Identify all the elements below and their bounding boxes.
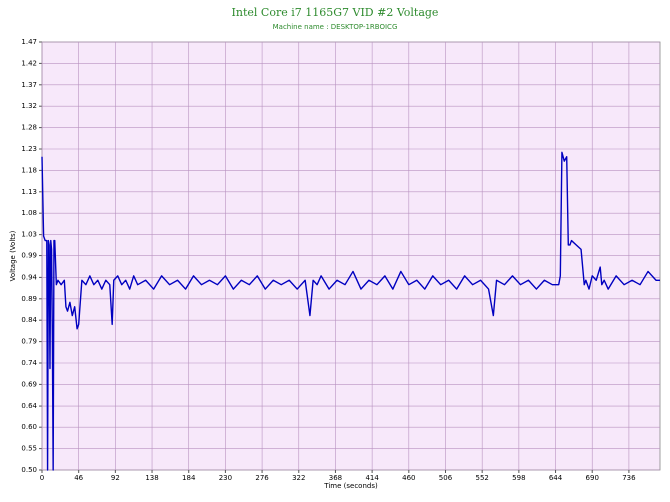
- y-tick-label: 1.08: [21, 209, 37, 217]
- x-tick-label: 506: [439, 474, 453, 482]
- x-tick-label: 322: [292, 474, 305, 482]
- x-tick-label: 644: [549, 474, 563, 482]
- x-axis-label: Time (seconds): [323, 482, 378, 490]
- x-tick-label: 736: [622, 474, 636, 482]
- y-axis-label: Voltage (Volts): [9, 230, 17, 281]
- y-tick-label: 0.99: [21, 252, 37, 260]
- x-tick-label: 0: [40, 474, 44, 482]
- y-tick-label: 0.69: [21, 380, 37, 388]
- y-tick-label: 1.42: [21, 59, 37, 67]
- data-line: [41, 151, 660, 471]
- y-tick-label: 0.64: [21, 402, 37, 410]
- y-tick-label: 1.18: [21, 166, 37, 174]
- y-tick-label: 0.89: [21, 295, 37, 303]
- x-tick-label: 184: [182, 474, 196, 482]
- x-tick-label: 230: [219, 474, 232, 482]
- y-tick-label: 1.03: [21, 231, 37, 239]
- y-tick-label: 0.60: [21, 423, 37, 431]
- x-tick-label: 92: [111, 474, 120, 482]
- y-tick-label: 1.32: [21, 102, 37, 110]
- x-tick-label: 552: [475, 474, 488, 482]
- y-tick-label: 0.84: [21, 316, 37, 324]
- y-tick-label: 0.79: [21, 338, 37, 346]
- plot-area: [41, 41, 661, 471]
- chart-subtitle: Machine name : DESKTOP-1RBOICG: [273, 23, 398, 31]
- chart-title: Intel Core i7 1165G7 VID #2 Voltage: [232, 6, 439, 19]
- x-tick-label: 368: [329, 474, 342, 482]
- x-tick-label: 138: [145, 474, 158, 482]
- x-tick-label: 460: [402, 474, 415, 482]
- y-tick-label: 0.94: [21, 273, 37, 281]
- y-tick-label: 1.47: [21, 38, 37, 46]
- x-tick-label: 690: [586, 474, 599, 482]
- x-tick-label: 46: [74, 474, 83, 482]
- y-tick-label: 1.28: [21, 124, 37, 132]
- y-tick-label: 0.55: [21, 445, 37, 453]
- y-tick-label: 0.50: [21, 466, 37, 474]
- y-tick-label: 1.37: [21, 81, 37, 89]
- y-tick-label: 1.23: [21, 145, 37, 153]
- y-tick-label: 1.13: [21, 188, 37, 196]
- x-tick-label: 276: [255, 474, 269, 482]
- x-tick-label: 598: [512, 474, 525, 482]
- x-tick-label: 414: [365, 474, 379, 482]
- y-tick-label: 0.74: [21, 359, 37, 367]
